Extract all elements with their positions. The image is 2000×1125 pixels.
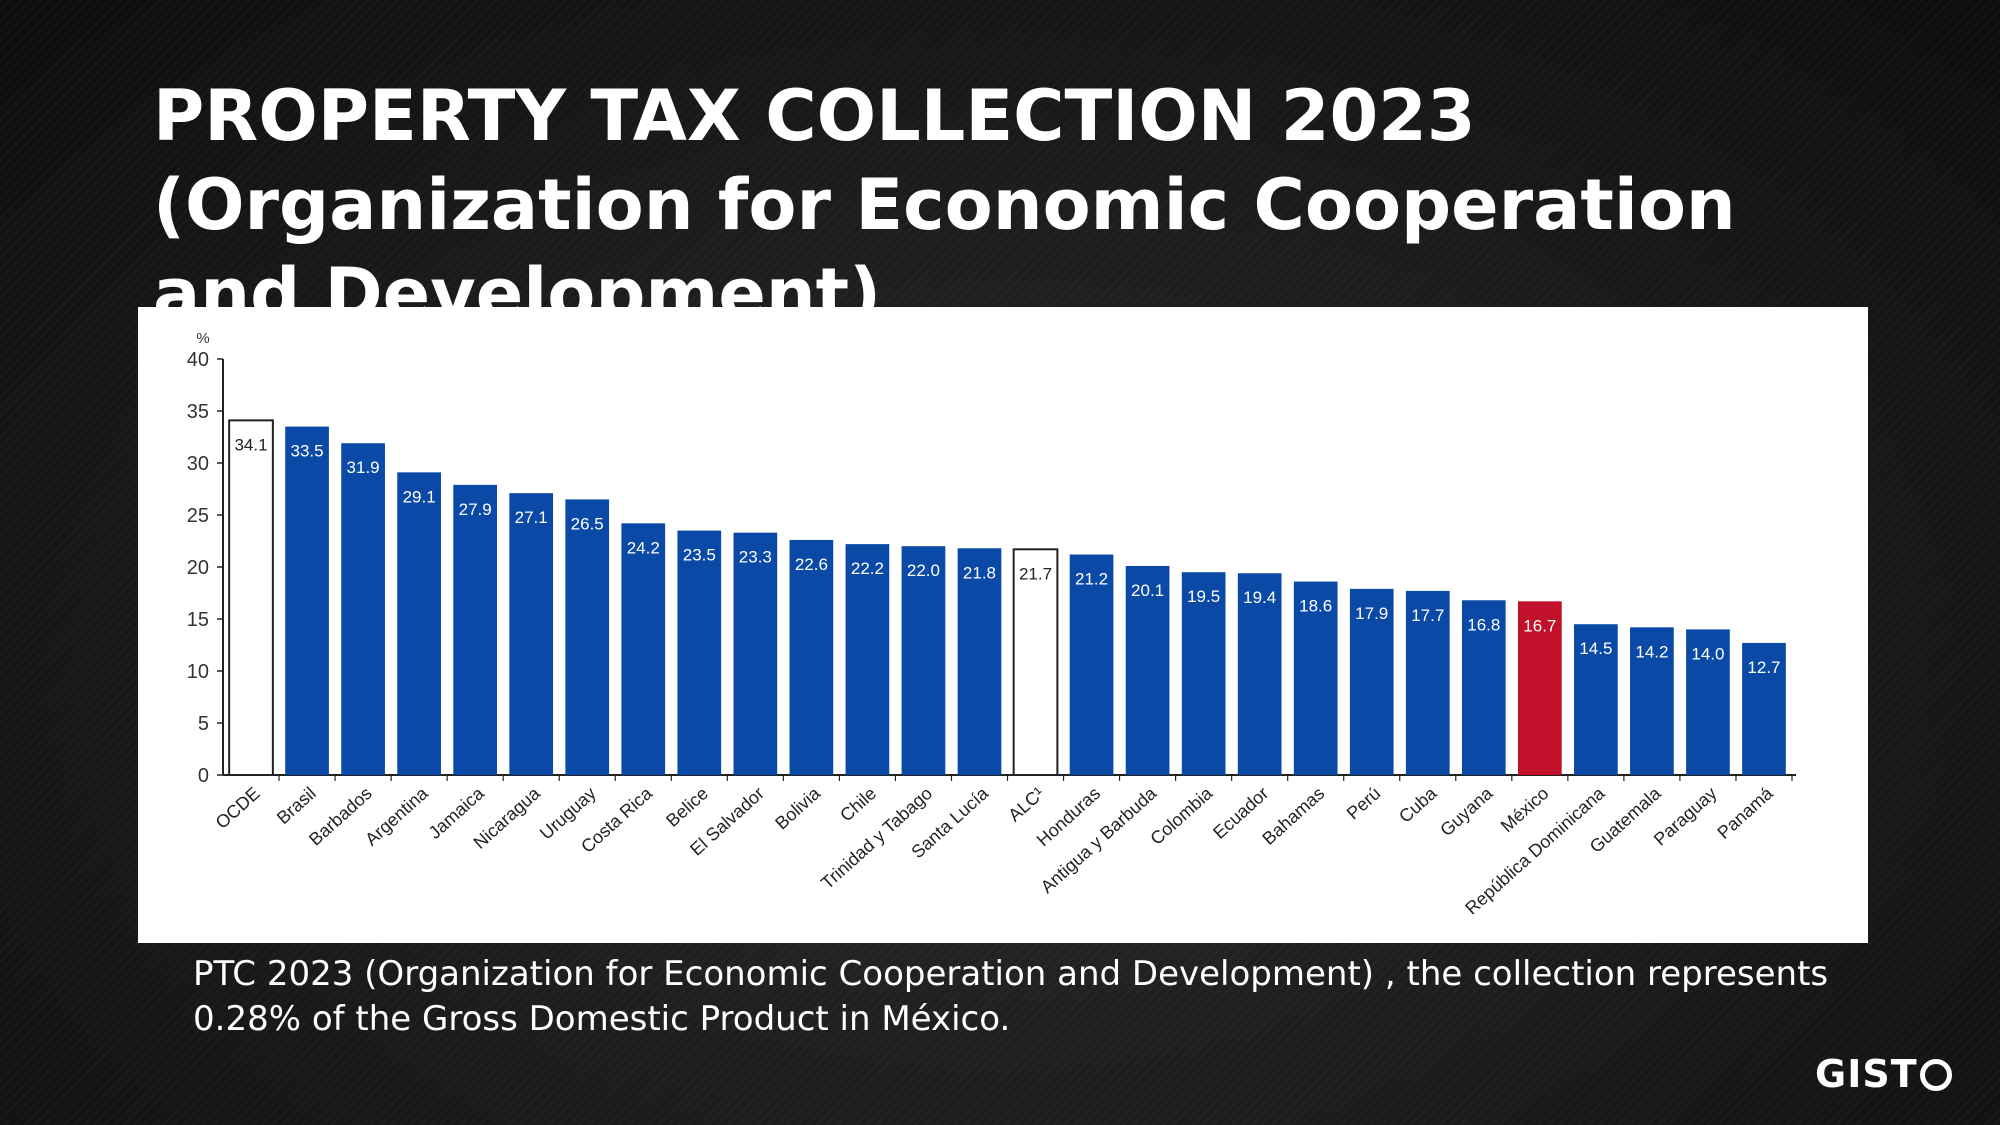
bar-value-label: 16.8: [1467, 615, 1500, 634]
bar: [1181, 572, 1226, 775]
y-axis-unit-label: %: [196, 330, 209, 347]
bar-value-label: 14.0: [1691, 644, 1724, 663]
y-tick-label: 30: [187, 453, 209, 475]
bar: [1012, 548, 1059, 776]
bar: [789, 539, 834, 775]
x-category-label: Paraguay: [1650, 783, 1721, 849]
bar-value-label: 22.0: [907, 561, 940, 580]
bar-value-label: 12.7: [1747, 658, 1780, 677]
bar: [901, 546, 946, 775]
x-category-label: Argentina: [361, 782, 432, 849]
bar-value-label: 34.1: [234, 435, 267, 454]
bar: [957, 548, 1002, 775]
bar-value-label: 14.5: [1579, 639, 1612, 658]
bar-value-label: 14.2: [1635, 642, 1668, 661]
bar-value-label: 23.3: [739, 548, 772, 567]
x-category-label: Chile: [836, 783, 880, 825]
bar-value-label: 29.1: [403, 487, 436, 506]
bar: [1630, 627, 1674, 775]
bar-value-label: 20.1: [1131, 581, 1164, 600]
y-tick-label: 0: [198, 765, 209, 787]
bar: [228, 419, 274, 777]
bar-value-label: 31.9: [347, 458, 380, 477]
bar-chart: 0 5 10 15 20 25 30 35 40% 34.1 OCDE 33.5 Brasil 31.9 B…: [187, 330, 1796, 918]
bar: [677, 530, 722, 775]
bar: [509, 493, 554, 775]
bar-value-label: 17.9: [1355, 604, 1388, 623]
bar: [1686, 629, 1730, 775]
bar-value-label: 22.2: [851, 559, 884, 578]
x-category-label: Colombia: [1146, 782, 1217, 848]
bar-value-label: 33.5: [291, 442, 324, 461]
chart-panel: 0 5 10 15 20 25 30 35 40% 34.1 OCDE 33.5 Brasil 31.9 B…: [138, 307, 1868, 943]
y-tick-label: 15: [187, 609, 209, 631]
x-category-label: Brasil: [273, 783, 320, 828]
bar: [1293, 581, 1338, 775]
bar: [453, 484, 498, 775]
bar-value-label: 21.7: [1019, 564, 1052, 583]
bar: [1461, 600, 1506, 775]
bar-value-label: 27.9: [459, 500, 492, 519]
bar-value-label: 24.2: [627, 538, 660, 557]
bar: [1405, 590, 1450, 775]
bar-value-label: 18.6: [1299, 597, 1332, 616]
y-tick-label: 10: [187, 661, 209, 683]
logo-text: GIST: [1815, 1052, 1918, 1096]
bar-value-label: 19.5: [1187, 587, 1220, 606]
x-category-label: Perú: [1343, 783, 1385, 823]
y-tick-label: 40: [187, 349, 209, 371]
x-category-label: Bahamas: [1258, 783, 1328, 849]
bar-value-label: 21.8: [963, 563, 996, 582]
bar-value-label: 23.5: [683, 546, 716, 565]
bar-value-label: 27.1: [515, 508, 548, 527]
bar-value-label: 19.4: [1243, 588, 1276, 607]
y-tick-label: 25: [187, 505, 209, 527]
y-tick-label: 35: [187, 401, 209, 423]
bar: [1069, 554, 1114, 775]
bar: [397, 472, 441, 775]
bar: [1237, 573, 1282, 775]
bar: [621, 523, 666, 775]
bar-value-label: 22.6: [795, 555, 828, 574]
x-category-label: Belice: [662, 783, 712, 831]
bar-value-label: 17.7: [1411, 606, 1444, 625]
bar: [565, 499, 610, 775]
bar: [1517, 601, 1562, 775]
slide-caption: PTC 2023 (Organization for Economic Coop…: [193, 954, 1829, 1039]
bar-value-label: 21.2: [1075, 570, 1108, 589]
bar: [285, 426, 329, 775]
bar: [1574, 624, 1618, 775]
x-category-label: Cuba: [1395, 782, 1441, 826]
x-category-label: Panamá: [1713, 782, 1777, 842]
y-tick-label: 20: [187, 557, 209, 579]
bar: [733, 532, 778, 775]
x-category-label: Guyana: [1436, 782, 1497, 840]
y-tick-label: 5: [198, 713, 209, 735]
bar-value-label: 26.5: [571, 514, 604, 533]
bar: [1125, 565, 1170, 775]
bar: [341, 443, 385, 775]
bar-value-label: 16.7: [1523, 616, 1556, 635]
x-category-label: Bolivia: [771, 782, 825, 833]
bar: [1349, 588, 1394, 775]
slide-title: PROPERTY TAX COLLECTION 2023 (Organizati…: [153, 75, 1736, 335]
brand-logo: GIST: [1815, 1049, 1952, 1099]
logo-ring-icon: [1919, 1059, 1952, 1091]
x-category-label: ALC¹: [1004, 783, 1048, 825]
bar: [1742, 642, 1786, 775]
x-category-label: OCDE: [212, 783, 264, 833]
bar: [845, 544, 890, 775]
